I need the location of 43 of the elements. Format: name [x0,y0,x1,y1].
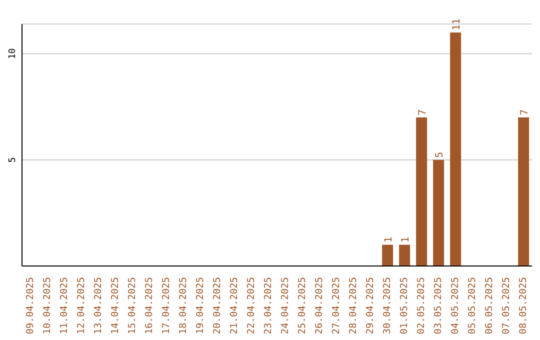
y-tick-label: 10 [8,48,18,60]
x-tick-label: 26.04.2025 [314,277,325,334]
x-tick-label: 23.04.2025 [263,277,274,334]
x-tick-label: 10.04.2025 [42,277,53,334]
data-label: 11 [452,18,463,30]
data-label: 1 [384,236,395,243]
x-tick-label: 06.05.2025 [484,277,495,334]
bar [433,160,444,266]
bar [399,244,410,266]
data-label: 1 [400,236,412,243]
data-label: 7 [418,109,429,116]
data-label: 5 [434,152,446,158]
x-tick-label: 21.04.2025 [229,277,240,334]
x-tick-label: 25.04.2025 [297,277,308,334]
bar [518,117,530,266]
x-tick-label: 09.04.2025 [25,277,36,334]
x-tick-label: 08.05.2025 [518,277,529,334]
x-tick-label: 15.04.2025 [127,277,138,334]
x-tick-label: 02.05.2025 [416,277,427,334]
data-label: 7 [520,109,531,116]
x-tick-label: 16.04.2025 [144,277,155,334]
x-tick-label: 03.05.2025 [433,277,444,334]
x-tick-label: 12.04.2025 [76,277,87,334]
x-tick-label: 30.04.2025 [382,277,393,334]
bar [416,117,428,266]
x-tick-label: 28.04.2025 [348,277,359,334]
x-tick-label: 17.04.2025 [161,277,172,334]
x-tick-label: 01.05.2025 [399,277,410,334]
x-tick-label: 05.05.2025 [467,277,478,334]
bar [382,244,394,266]
x-tick-label: 04.05.2025 [450,277,461,334]
x-tick-label: 18.04.2025 [178,277,189,334]
x-tick-label: 13.04.2025 [93,277,104,334]
bar [450,32,462,266]
x-tick-label: 07.05.2025 [501,277,512,334]
x-tick-label: 20.04.2025 [212,277,223,334]
x-tick-label: 14.04.2025 [110,277,121,334]
x-tick-label: 29.04.2025 [365,277,376,334]
x-tick-label: 24.04.2025 [280,277,291,334]
x-tick-label: 11.04.2025 [59,277,70,334]
x-tick-label: 27.04.2025 [331,277,342,334]
x-tick-label: 19.04.2025 [195,277,206,334]
x-tick-label: 22.04.2025 [246,277,257,334]
